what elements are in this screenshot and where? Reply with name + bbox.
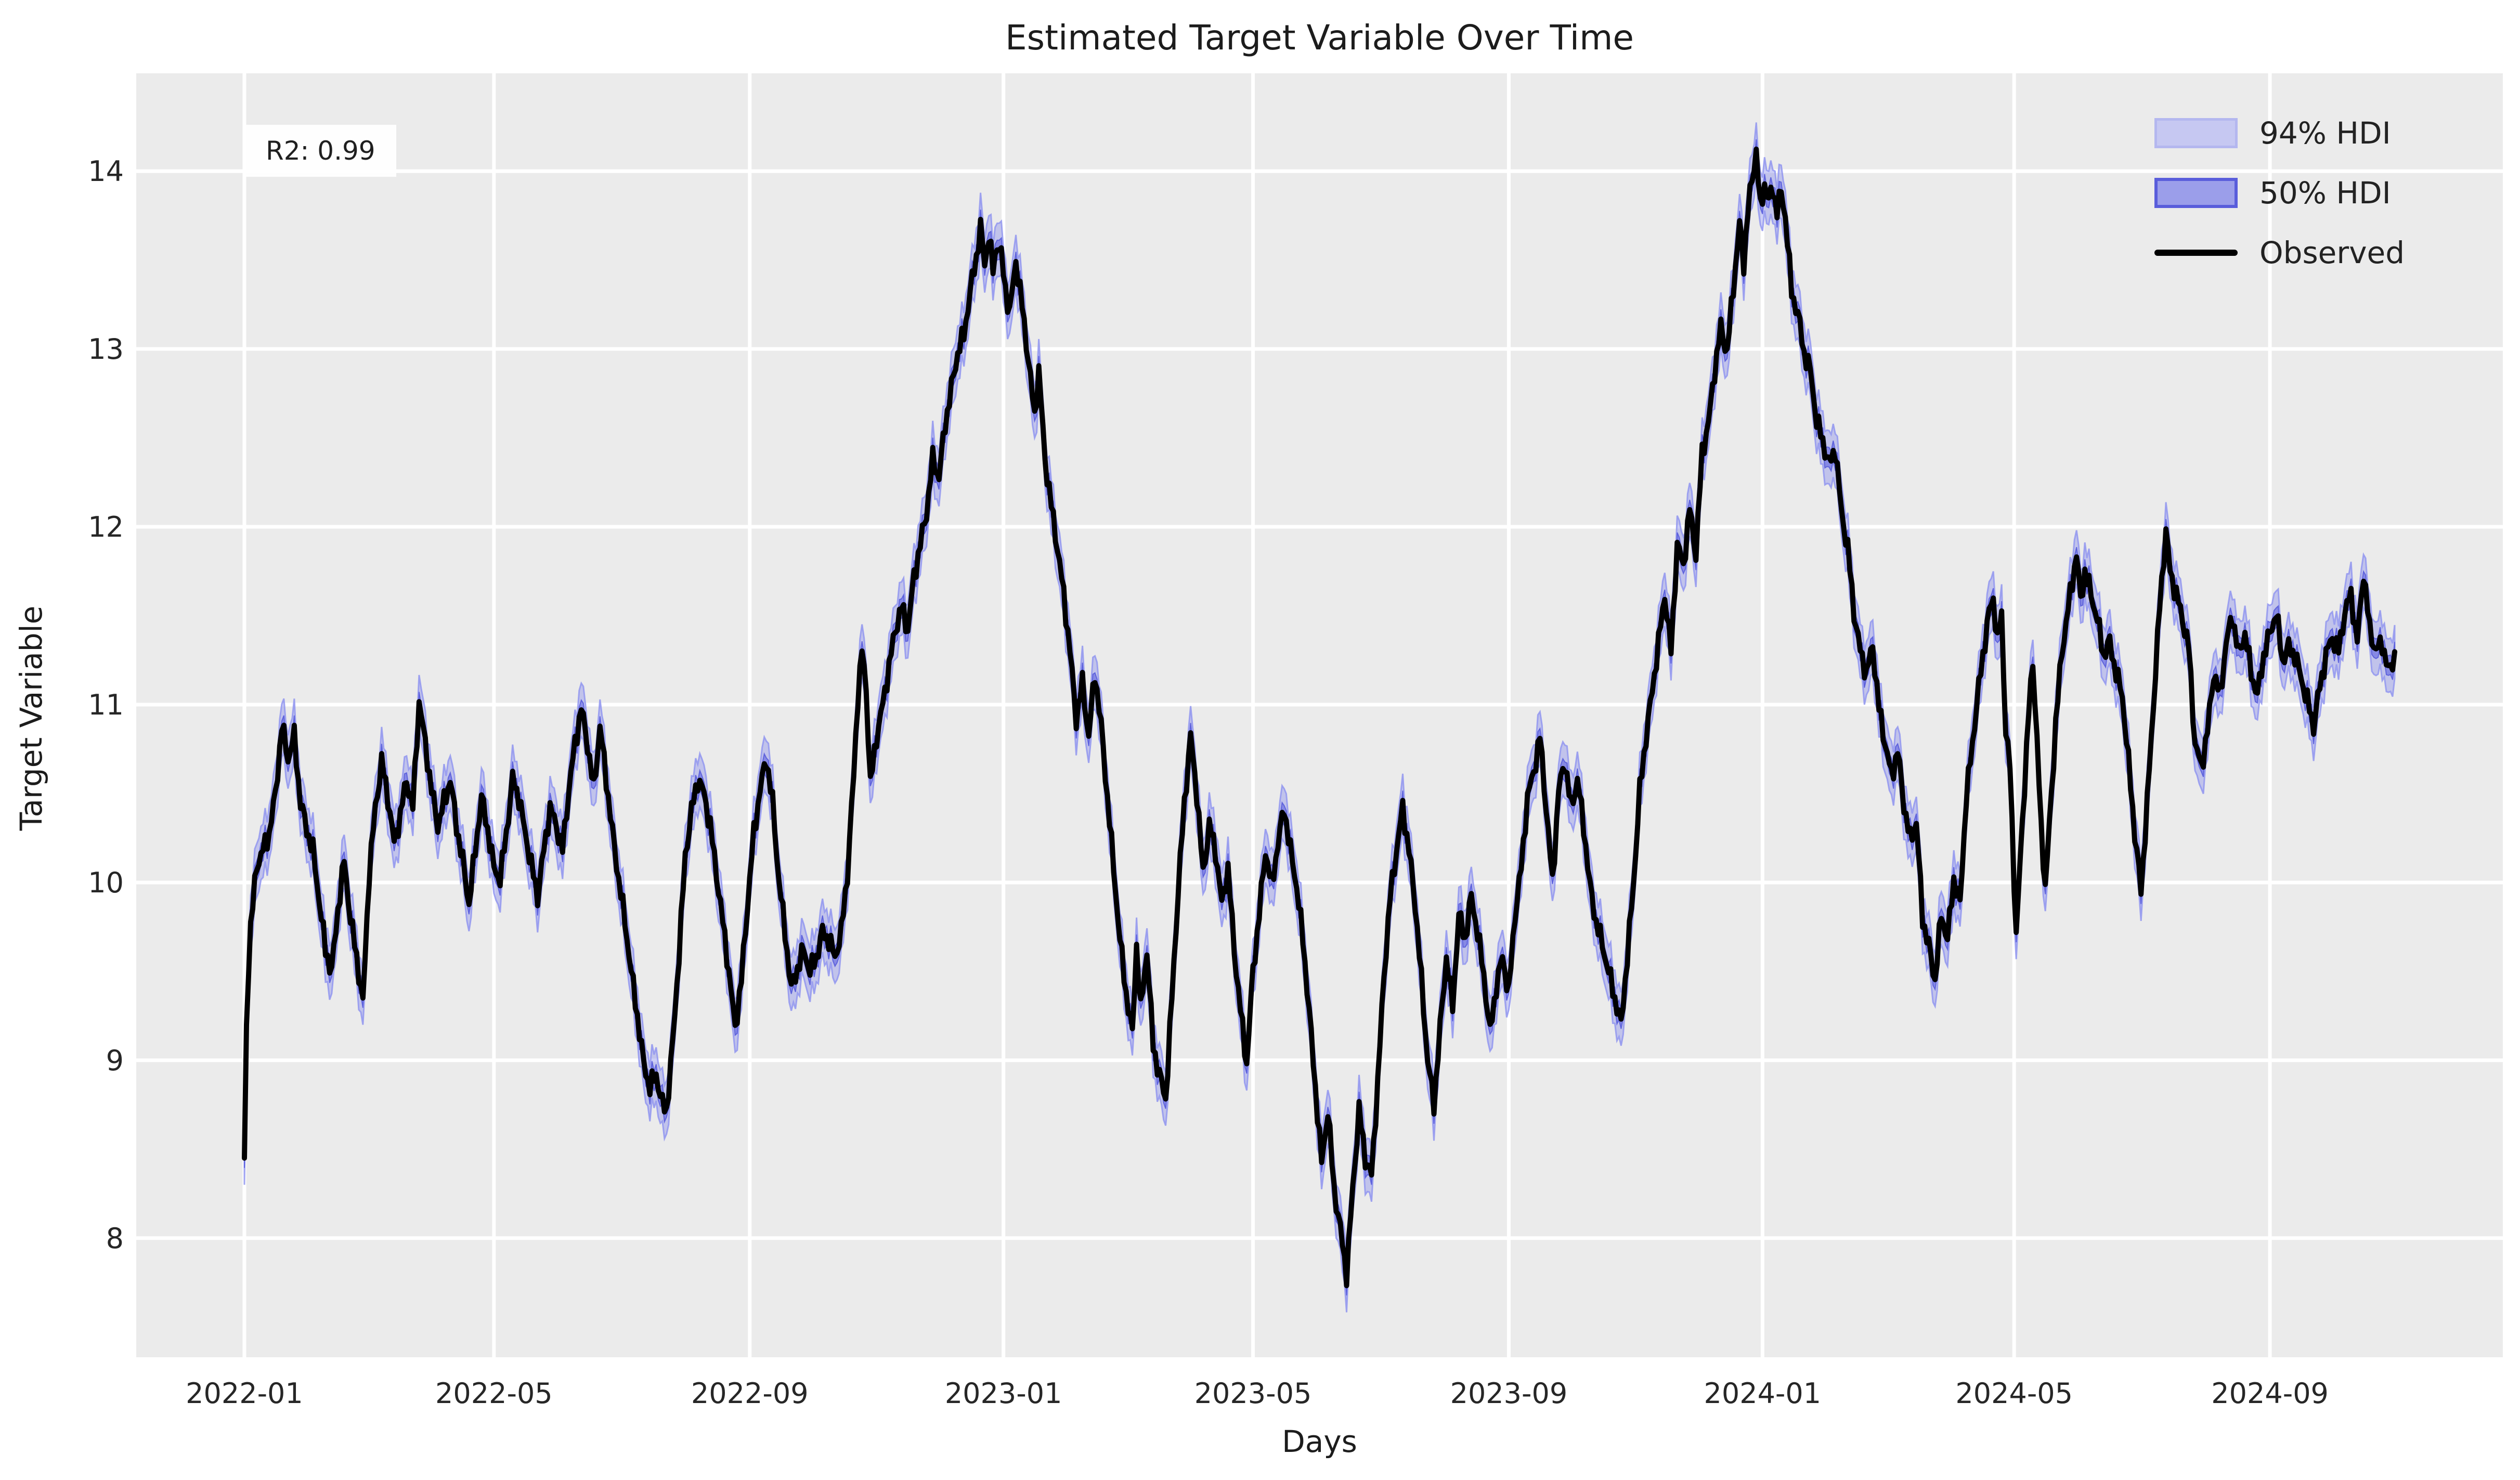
svg-text:2023-05: 2023-05 [1194,1377,1312,1410]
observed-line [242,146,2397,1289]
svg-text:2022-09: 2022-09 [691,1377,809,1410]
svg-text:10: 10 [88,866,124,899]
legend-label-observed: Observed [2259,235,2405,270]
legend-entry-50-hdi: 50% HDI [2154,163,2405,223]
x-axis-label: Days [1282,1424,1357,1459]
svg-text:12: 12 [88,511,124,543]
y-tick-labels: 8 9 10 11 12 13 14 [88,155,124,1255]
observed-line-swatch-icon [2154,249,2238,256]
chart-title: Estimated Target Variable Over Time [1005,18,1634,58]
svg-text:2024-09: 2024-09 [2211,1377,2329,1410]
legend-label-94-hdi: 94% HDI [2259,115,2391,151]
legend-entry-observed: Observed [2154,223,2405,282]
svg-text:2022-01: 2022-01 [186,1377,303,1410]
svg-text:2022-05: 2022-05 [435,1377,553,1410]
r2-annotation: R2: 0.99 [245,125,396,177]
svg-text:11: 11 [88,689,124,721]
svg-text:2024-01: 2024-01 [1704,1377,1822,1410]
legend-entry-94-hdi: 94% HDI [2154,103,2405,163]
gridlines [136,73,2503,1357]
legend: 94% HDI 50% HDI Observed [2154,103,2405,282]
svg-text:2023-01: 2023-01 [945,1377,1062,1410]
svg-text:8: 8 [106,1222,124,1255]
svg-text:14: 14 [88,155,124,188]
y-axis-label: Target Variable [14,605,49,831]
hdi-50-swatch-icon [2154,177,2238,208]
svg-text:2023-09: 2023-09 [1450,1377,1568,1410]
svg-text:2024-05: 2024-05 [1955,1377,2073,1410]
x-tick-labels: 2022-01 2022-05 2022-09 2023-01 2023-05 2023-… [186,1377,2329,1410]
svg-text:9: 9 [106,1044,124,1077]
hdi-94-band [243,122,2396,1313]
svg-text:13: 13 [88,333,124,366]
legend-label-50-hdi: 50% HDI [2259,175,2391,211]
hdi-94-swatch-icon [2154,118,2238,148]
